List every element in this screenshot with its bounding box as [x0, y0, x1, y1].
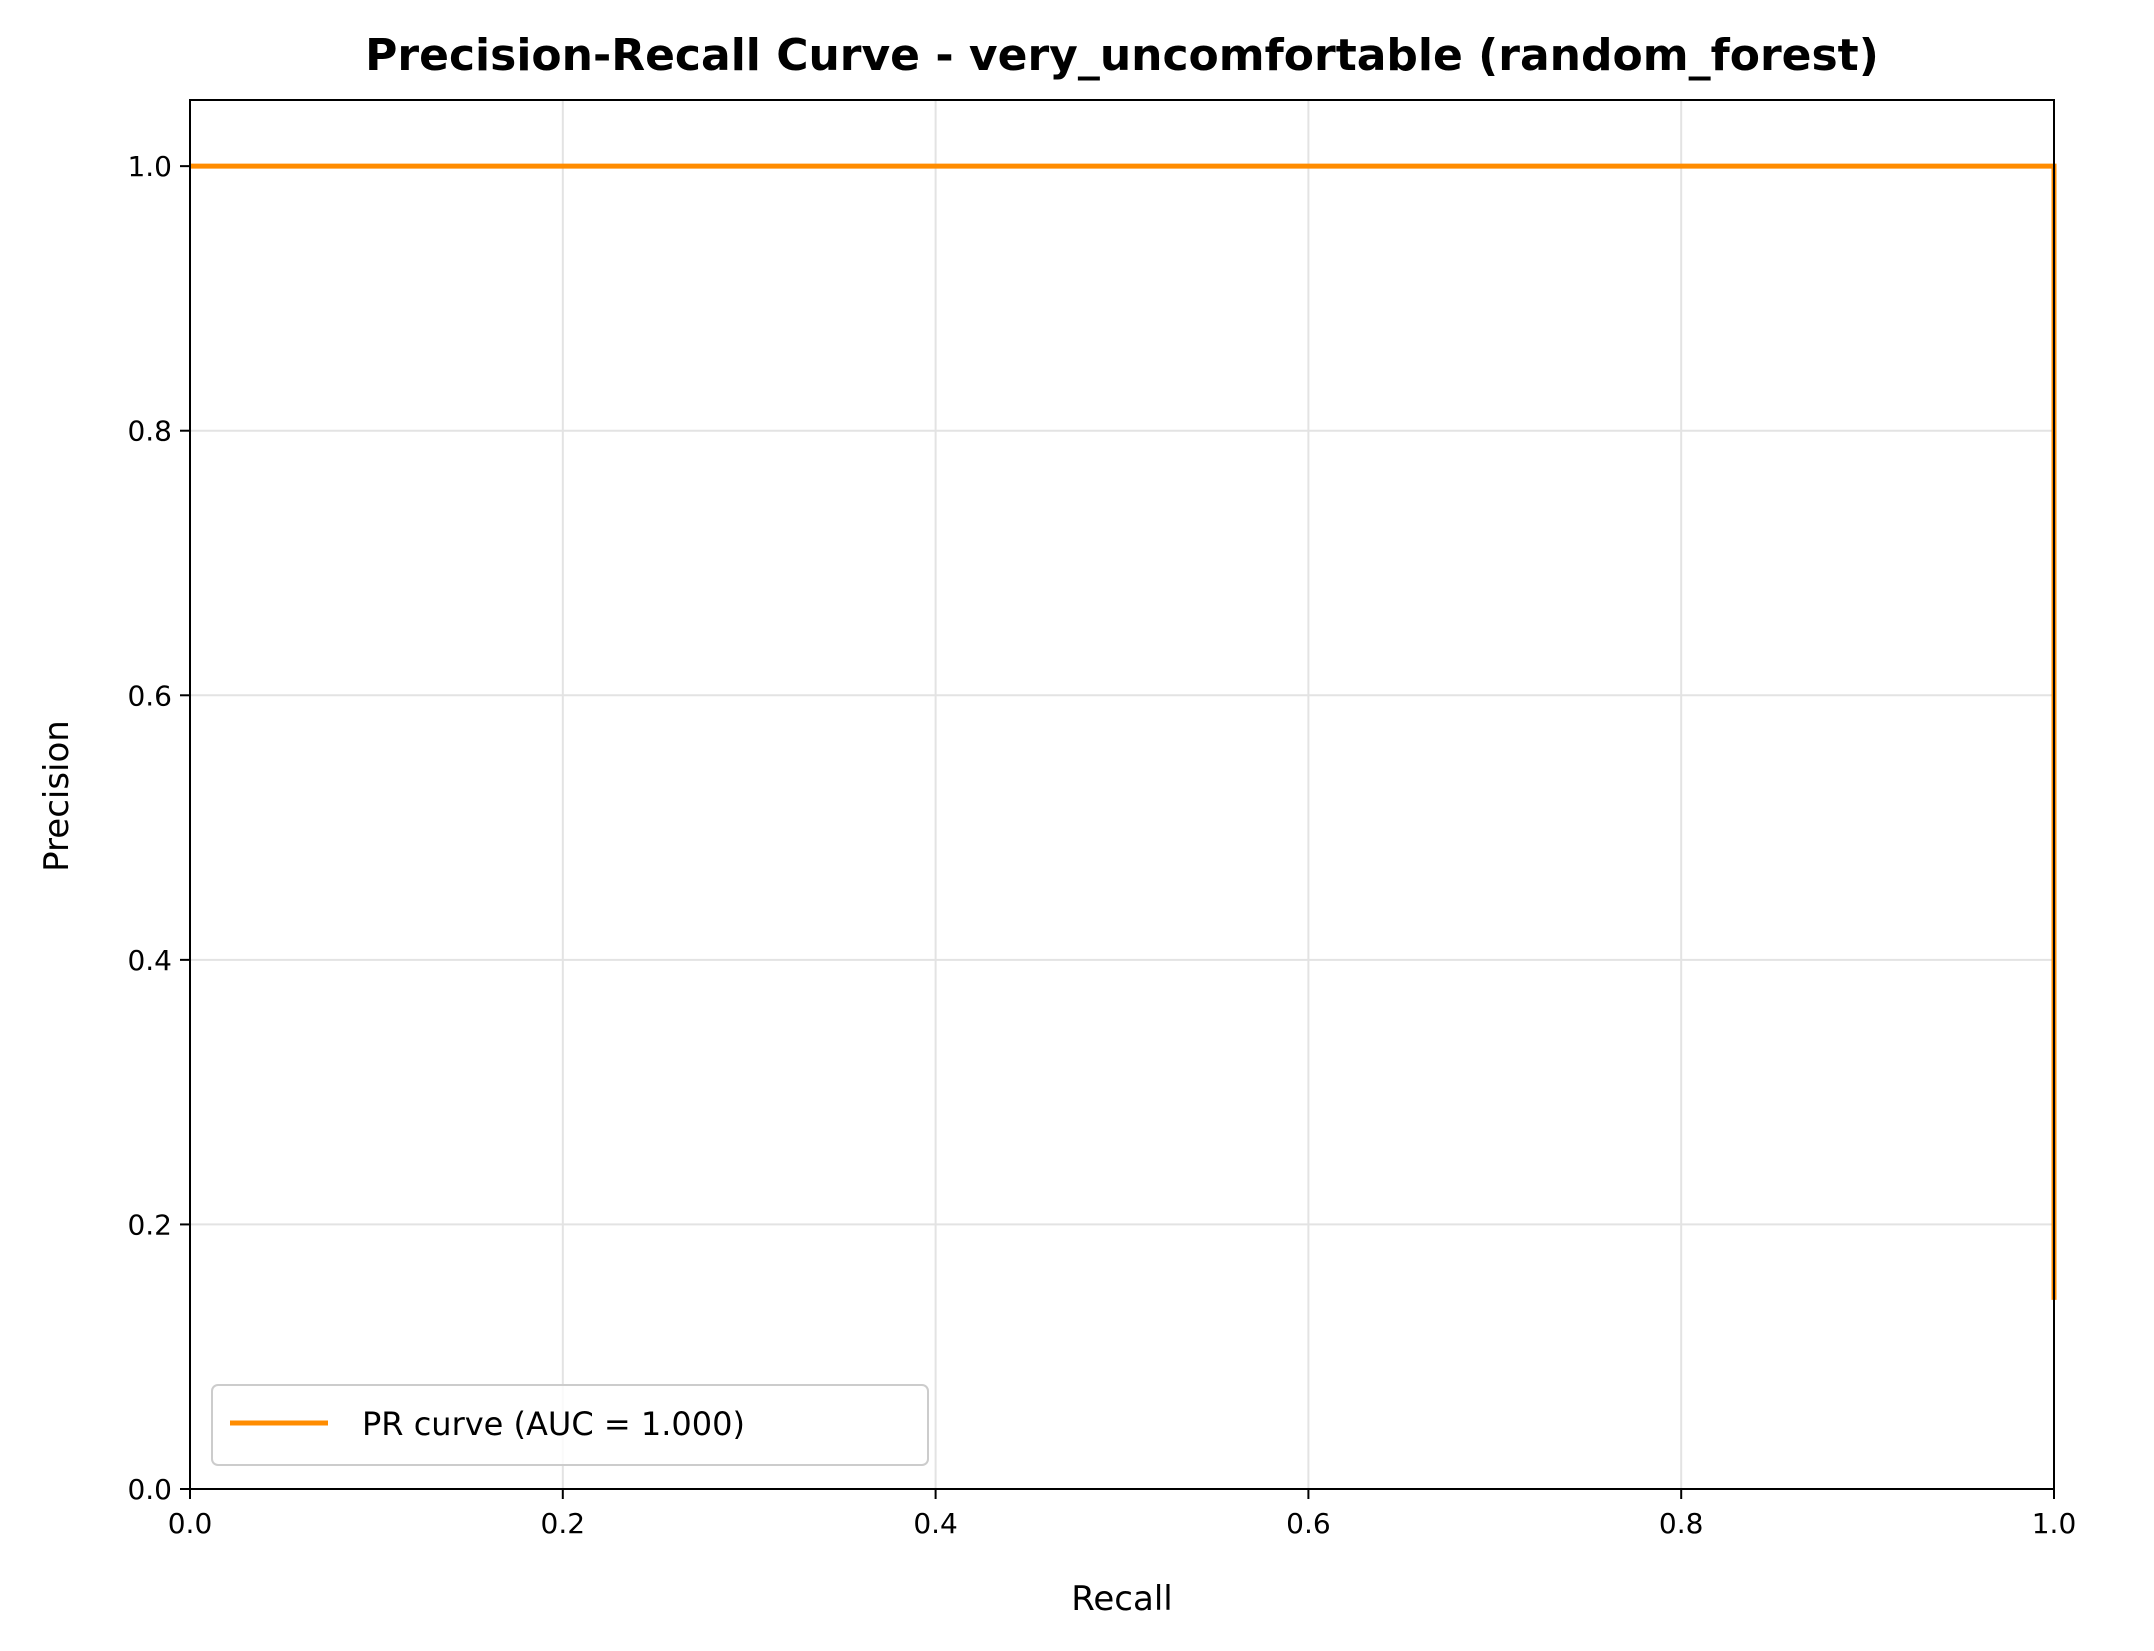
y-tick-label: 0.2 [127, 1208, 172, 1241]
plot-area-frame [189, 99, 2055, 1490]
x-tick-label: 0.6 [1286, 1507, 1331, 1540]
x-tick-label: 0.4 [913, 1507, 958, 1540]
x-tick-label: 1.0 [2032, 1507, 2077, 1540]
legend-box [211, 1384, 929, 1466]
legend: PR curve (AUC = 1.000) [211, 1384, 929, 1466]
y-tick-label: 0.6 [127, 679, 172, 712]
y-axis-ticks: 0.0 0.2 0.4 0.6 0.8 1.0 [127, 150, 190, 1506]
x-tick-label: 0.2 [541, 1507, 586, 1540]
grid [189, 100, 2055, 1490]
x-tick-label: 0.8 [1659, 1507, 1704, 1540]
y-tick-label: 0.4 [127, 944, 172, 977]
y-axis-label: Precision [37, 720, 77, 872]
legend-label-pr-curve: PR curve (AUC = 1.000) [362, 1405, 745, 1443]
y-tick-label: 0.0 [127, 1473, 172, 1506]
x-axis-label: Recall [1071, 1579, 1172, 1619]
y-tick-label: 1.0 [127, 150, 172, 183]
y-tick-label: 0.8 [127, 415, 172, 448]
x-tick-label: 0.0 [168, 1507, 213, 1540]
x-axis-ticks: 0.0 0.2 0.4 0.6 0.8 1.0 [168, 1489, 2077, 1540]
chart-title: Precision-Recall Curve - very_uncomforta… [365, 30, 1879, 81]
